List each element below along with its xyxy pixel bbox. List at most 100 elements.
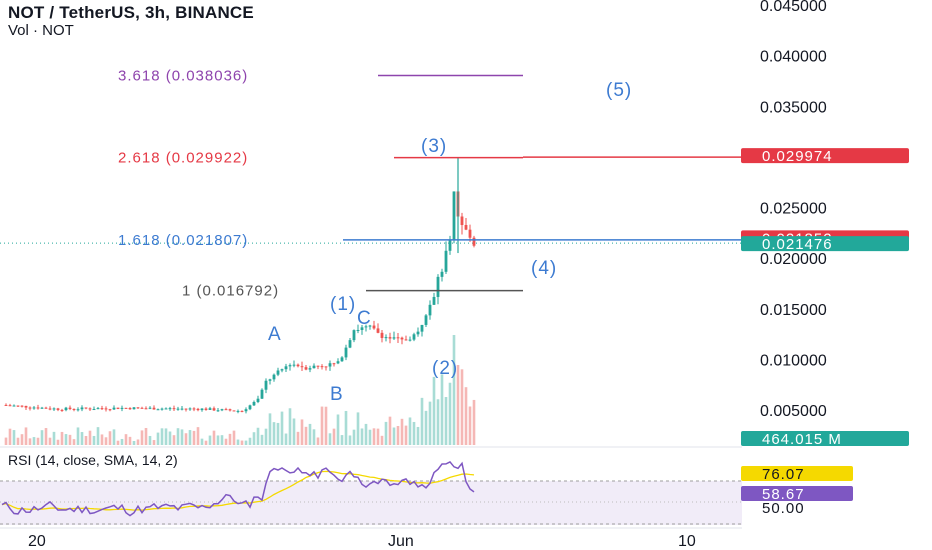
rsi-line bbox=[1, 460, 475, 517]
candle-body bbox=[312, 365, 316, 369]
fib-level-label: 1 (0.016792) bbox=[182, 283, 279, 300]
volume-bar bbox=[176, 428, 180, 445]
volume-bar bbox=[244, 440, 248, 445]
rsi-value-badge bbox=[741, 486, 853, 501]
fib-level-label: 1.618 (0.021807) bbox=[118, 232, 248, 249]
volume-bar bbox=[388, 416, 392, 445]
volume-bar bbox=[164, 428, 168, 445]
candle-body bbox=[164, 408, 168, 410]
volume-bar bbox=[40, 430, 44, 445]
candle-body bbox=[224, 409, 228, 411]
rsi-indicator-label: RSI (14, close, SMA, 14, 2) bbox=[8, 452, 178, 468]
volume-bar bbox=[256, 427, 260, 445]
candle-body bbox=[188, 408, 192, 410]
volume-bar bbox=[328, 433, 332, 445]
volume-bar bbox=[356, 412, 360, 445]
price-tick-label: 0.015000 bbox=[760, 302, 827, 319]
candle-body bbox=[68, 407, 72, 409]
volume-bar bbox=[172, 435, 176, 445]
volume-bar bbox=[84, 435, 88, 445]
fib-levels: 3.618 (0.038036) 2.618 (0.029922) 1.618 (0… bbox=[118, 68, 742, 300]
candle-body bbox=[120, 407, 124, 409]
volume-bar bbox=[104, 437, 108, 445]
time-tick-label: 10 bbox=[678, 533, 696, 550]
price-tick-label: 0.010000 bbox=[760, 352, 827, 369]
candle-body bbox=[108, 409, 112, 411]
volume-bar bbox=[224, 438, 228, 445]
candle-body bbox=[360, 327, 364, 330]
candle-body bbox=[292, 364, 296, 366]
volume-bar bbox=[60, 431, 64, 445]
candle-body bbox=[384, 337, 388, 339]
candle-body bbox=[412, 334, 416, 340]
candle-body bbox=[220, 409, 224, 411]
candle-body bbox=[432, 296, 436, 305]
candle-body bbox=[244, 409, 248, 412]
volume-bar bbox=[8, 428, 12, 445]
rsi-value-badge-label: 58.67 bbox=[762, 486, 805, 503]
volume-bar bbox=[116, 440, 120, 445]
volume-bar bbox=[264, 428, 268, 445]
fib-level-label: 2.618 (0.029922) bbox=[118, 150, 248, 167]
candle-body bbox=[124, 407, 128, 409]
volume-bar bbox=[432, 376, 436, 445]
volume-bar bbox=[368, 429, 372, 445]
volume-bar bbox=[308, 423, 312, 445]
volume-bar bbox=[468, 406, 472, 445]
candle-body bbox=[216, 410, 220, 412]
candle-body bbox=[32, 407, 36, 409]
candle-body bbox=[184, 408, 188, 410]
volume-bar bbox=[240, 440, 244, 445]
price-badge bbox=[741, 148, 909, 164]
elliott-wave-label: C bbox=[357, 308, 372, 329]
candle-body bbox=[392, 337, 396, 339]
elliott-wave-label: A bbox=[268, 324, 282, 345]
volume-bar bbox=[220, 435, 224, 445]
volume-bar bbox=[32, 437, 36, 445]
candle-body bbox=[260, 389, 264, 399]
volume-bar bbox=[344, 410, 348, 445]
candle-body bbox=[72, 408, 76, 410]
price-badge-label: 0.029974 bbox=[762, 148, 833, 165]
volume-bar bbox=[260, 434, 264, 445]
candle-body bbox=[268, 379, 272, 381]
volume-bar bbox=[268, 413, 272, 445]
volume-bar bbox=[456, 365, 460, 445]
price-tick-label: 0.045000 bbox=[760, 0, 827, 15]
candle-body bbox=[436, 276, 440, 297]
volume-bar bbox=[360, 428, 364, 445]
elliott-wave-label: (5) bbox=[606, 80, 632, 101]
volume-bar bbox=[284, 433, 288, 445]
volume-bar bbox=[364, 423, 368, 445]
candle-body bbox=[100, 408, 104, 410]
volume-bar bbox=[276, 422, 280, 445]
volume-bar bbox=[124, 434, 128, 445]
volume-bar bbox=[64, 434, 68, 445]
volume-bar bbox=[380, 435, 384, 445]
candle-body bbox=[372, 325, 376, 329]
candle-body bbox=[24, 405, 28, 408]
volume-label: Vol · NOT bbox=[8, 22, 74, 39]
volume-bar bbox=[80, 432, 84, 445]
candle-body bbox=[444, 250, 448, 272]
candle-body bbox=[132, 407, 136, 410]
candle-body bbox=[104, 408, 108, 410]
volume-bar bbox=[236, 439, 240, 445]
candle-body bbox=[380, 332, 384, 338]
candle-body bbox=[376, 328, 380, 333]
volume-bar bbox=[424, 410, 428, 445]
candle-body bbox=[404, 339, 408, 341]
volume-bar bbox=[348, 435, 352, 445]
volume-bar bbox=[180, 429, 184, 445]
volume-bar bbox=[112, 429, 116, 445]
candle-body bbox=[180, 408, 184, 410]
candle-body bbox=[112, 407, 116, 410]
candle-body bbox=[316, 365, 320, 367]
candle-body bbox=[204, 408, 208, 410]
candle-body bbox=[228, 409, 232, 411]
candle-body bbox=[356, 329, 360, 331]
volume-bar bbox=[192, 430, 196, 445]
candle-body bbox=[8, 405, 12, 407]
volume-bar bbox=[428, 401, 432, 445]
